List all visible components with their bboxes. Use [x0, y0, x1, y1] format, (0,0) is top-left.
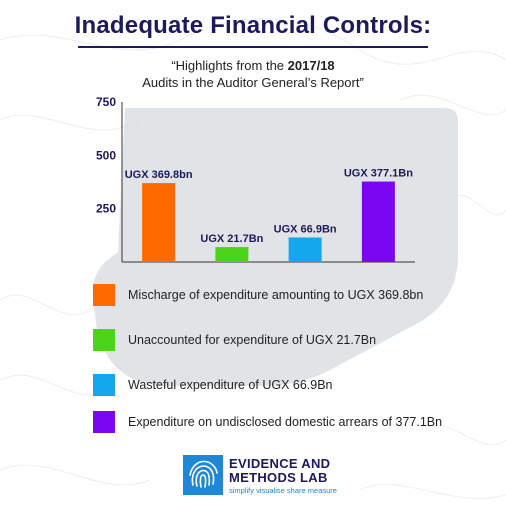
bar	[361, 181, 395, 262]
bar-value-label: UGX 66.9Bn	[274, 223, 337, 235]
bar	[142, 183, 176, 262]
logo-tagline: simplify visualise share measure	[229, 486, 337, 495]
bar	[215, 247, 249, 262]
bar-value-label: UGX 21.7Bn	[200, 233, 263, 245]
bar-value-label: UGX 377.1Bn	[344, 168, 413, 180]
legend-label: Expenditure on undisclosed domestic arre…	[128, 415, 443, 429]
y-tick-label: 250	[96, 202, 116, 216]
legend-swatch	[93, 329, 115, 351]
legend-label: Mischarge of expenditure amounting to UG…	[128, 288, 424, 302]
subtitle-year: 2017/18	[287, 58, 335, 73]
y-tick-label: 750	[96, 95, 116, 109]
legend-item: Wasteful expenditure of UGX 66.9Bn	[93, 373, 333, 397]
legend-swatch	[93, 374, 115, 396]
legend-label: Wasteful expenditure of UGX 66.9Bn	[128, 378, 333, 392]
subtitle-line2: Audits in the Auditor General’s Report”	[142, 75, 364, 90]
chart-backdrop	[92, 108, 458, 386]
logo-line2: METHODS LAB	[229, 470, 328, 485]
page-title: Inadequate Financial Controls:	[74, 12, 432, 39]
subtitle-prefix: “Highlights from the	[171, 58, 288, 73]
logo-line1: EVIDENCE AND	[229, 456, 331, 471]
legend-swatch	[93, 411, 115, 433]
legend-swatch	[93, 284, 115, 306]
legend-item: Expenditure on undisclosed domestic arre…	[93, 410, 442, 434]
bar-value-label: UGX 369.8bn	[125, 169, 193, 181]
fingerprint-icon	[183, 455, 223, 495]
legend-item: Mischarge of expenditure amounting to UG…	[93, 283, 423, 307]
legend-item: Unaccounted for expenditure of UGX 21.7B…	[93, 328, 376, 352]
footer-logo: EVIDENCE AND METHODS LAB simplify visual…	[183, 455, 343, 499]
legend-label: Unaccounted for expenditure of UGX 21.7B…	[128, 333, 377, 347]
title-underline	[78, 46, 428, 48]
subtitle: “Highlights from the 2017/18 Audits in t…	[0, 57, 506, 91]
bar	[288, 237, 322, 262]
y-tick-label: 500	[96, 148, 116, 162]
